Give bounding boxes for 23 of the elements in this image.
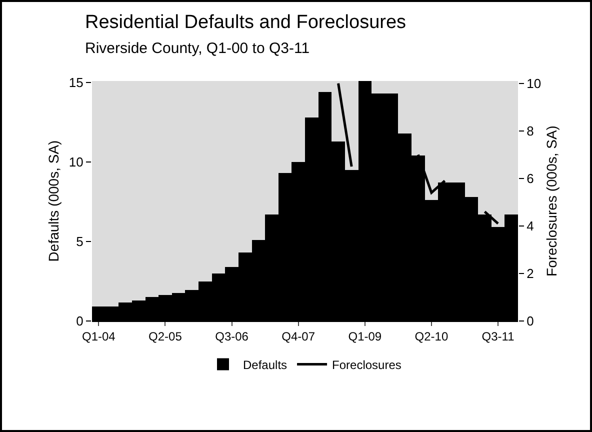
y2-tick-label: 4 bbox=[526, 218, 534, 234]
x-tick-label: Q2-05 bbox=[148, 329, 182, 344]
legend-label: Defaults bbox=[243, 358, 288, 372]
y2-tick-label: 2 bbox=[526, 266, 534, 282]
legend-label: Foreclosures bbox=[332, 358, 402, 372]
y2-tick-label: 8 bbox=[526, 123, 534, 138]
y-tick-label: 0 bbox=[76, 314, 84, 329]
x-tick-label: Q1-09 bbox=[348, 329, 382, 344]
chart-subtitle: Riverside County, Q1-00 to Q3-11 bbox=[85, 40, 310, 57]
y2-tick-label: 6 bbox=[526, 170, 534, 186]
x-tick-label: Q1-04 bbox=[82, 329, 116, 344]
x-tick-label: Q3-06 bbox=[215, 329, 249, 344]
y-tick-label: 10 bbox=[68, 154, 84, 170]
y2-tick-label: 0 bbox=[526, 314, 534, 329]
y-axis-title: Defaults (000s, SA) bbox=[46, 140, 62, 262]
y2-tick-label: 10 bbox=[526, 76, 542, 91]
chart-title: Residential Defaults and Foreclosures bbox=[85, 12, 406, 33]
y2-axis-title: Foreclosures (000s, SA) bbox=[543, 126, 560, 276]
y-tick-label: 15 bbox=[68, 75, 84, 90]
x-tick-label: Q2-10 bbox=[414, 329, 448, 344]
x-tick-label: Q3-11 bbox=[482, 329, 515, 344]
y-tick-label: 5 bbox=[76, 234, 84, 250]
x-tick-label: Q4-07 bbox=[282, 329, 316, 344]
